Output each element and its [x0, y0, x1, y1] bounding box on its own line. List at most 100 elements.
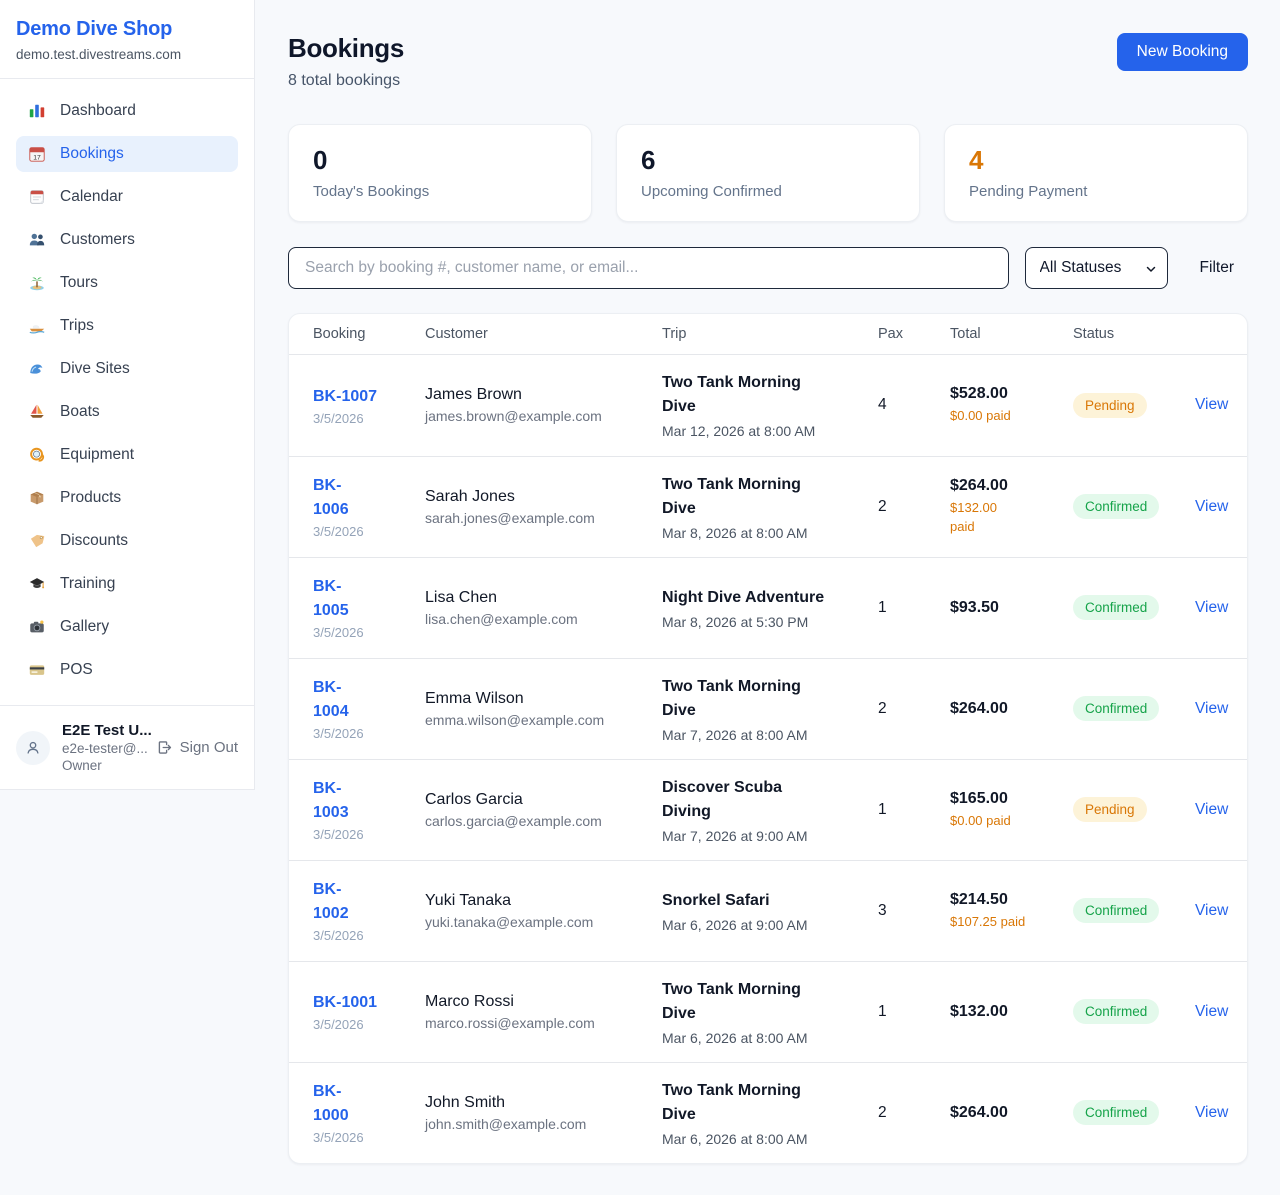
customer-cell: John Smith john.smith@example.com	[425, 1094, 662, 1132]
total-amount: $528.00	[950, 385, 1008, 402]
table-row: BK- 1003 3/5/2026 Carlos Garcia carlos.g…	[289, 758, 1247, 860]
sidebar-item-products[interactable]: Products	[16, 480, 238, 516]
sidebar-item-dashboard[interactable]: Dashboard	[16, 93, 238, 129]
total-amount: $264.00	[950, 477, 1008, 495]
sidebar-item-training[interactable]: Training	[16, 566, 238, 602]
filter-row: All Statuses Filter	[288, 246, 1248, 289]
trip-cell: Two Tank Morning Dive Mar 12, 2026 at 8:…	[662, 371, 878, 439]
view-link[interactable]: View	[1195, 699, 1229, 717]
customer-name: Sarah Jones	[425, 487, 515, 505]
sidebar-item-label: Dashboard	[60, 102, 136, 119]
status-cell: Confirmed	[1073, 898, 1195, 924]
brand-domain: demo.test.divestreams.com	[16, 47, 182, 62]
stat-card-todays-bookings: 0 Today's Bookings	[288, 124, 592, 222]
total-cell: $264.00 $132.00 paid	[950, 477, 1073, 535]
sidebar-item-bookings[interactable]: 17 Bookings	[16, 136, 238, 172]
view-link[interactable]: View	[1195, 598, 1229, 616]
sidebar-item-customers[interactable]: Customers	[16, 222, 238, 258]
stat-card-upcoming-confirmed: 6 Upcoming Confirmed	[616, 124, 920, 222]
trip-datetime: Mar 6, 2026 at 8:00 AM	[662, 1130, 808, 1147]
user-box: E2E Test U... e2e-tester@... Owner Sign …	[0, 705, 254, 789]
sidebar-item-label: Customers	[60, 231, 135, 248]
trip-cell: Snorkel Safari Mar 6, 2026 at 9:00 AM	[662, 889, 878, 933]
sidebar: Demo Dive Shop demo.test.divestreams.com…	[0, 0, 255, 790]
sidebar-item-tours[interactable]: Tours	[16, 265, 238, 301]
graduation-cap-icon	[28, 575, 46, 593]
sidebar-item-gallery[interactable]: Gallery	[16, 609, 238, 645]
view-link[interactable]: View	[1195, 800, 1229, 818]
svg-text:17: 17	[33, 154, 41, 161]
table-row: BK- 1006 3/5/2026 Sarah Jones sarah.jone…	[289, 455, 1247, 557]
sidebar-item-calendar[interactable]: Calendar	[16, 179, 238, 215]
trip-name: Discover Scuba Diving	[662, 778, 783, 820]
status-badge: Confirmed	[1073, 494, 1160, 520]
sidebar-item-boats[interactable]: Boats	[16, 394, 238, 430]
view-link[interactable]: View	[1195, 1002, 1229, 1020]
user-icon	[24, 739, 42, 757]
page-subtitle: 8 total bookings	[288, 72, 401, 89]
booking-date: 3/5/2026	[313, 826, 364, 842]
booking-id-link[interactable]: BK-1007	[313, 387, 378, 405]
main-content: Bookings 8 total bookings New Booking 0 …	[255, 0, 1280, 1195]
view-link[interactable]: View	[1195, 1103, 1229, 1121]
sidebar-item-discounts[interactable]: Discounts	[16, 523, 238, 559]
sidebar-item-dive-sites[interactable]: Dive Sites	[16, 351, 238, 387]
col-booking: Booking	[313, 325, 366, 342]
customer-cell: Carlos Garcia carlos.garcia@example.com	[425, 791, 662, 829]
booking-id-link[interactable]: BK- 1000	[313, 1083, 349, 1124]
total-cell: $132.00	[950, 1003, 1073, 1021]
booking-id-link[interactable]: BK- 1004	[313, 679, 349, 720]
stat-label: Today's Bookings	[313, 182, 430, 200]
booking-id-link[interactable]: BK- 1006	[313, 477, 349, 518]
total-amount: $264.00	[950, 699, 1008, 717]
brand-name: Demo Dive Shop	[16, 18, 173, 40]
sidebar-item-label: Bookings	[60, 145, 124, 162]
trip-cell: Two Tank Morning Dive Mar 7, 2026 at 8:0…	[662, 675, 878, 743]
customer-cell: Sarah Jones sarah.jones@example.com	[425, 488, 662, 526]
booking-id-link[interactable]: BK- 1002	[313, 881, 349, 922]
col-trip: Trip	[662, 325, 687, 342]
booking-id-link[interactable]: BK- 1005	[313, 578, 349, 619]
customer-email: emma.wilson@example.com	[425, 711, 605, 728]
sidebar-item-label: Dive Sites	[60, 360, 130, 377]
pax-value: 1	[878, 800, 887, 818]
table-row: BK- 1000 3/5/2026 John Smith john.smith@…	[289, 1061, 1247, 1163]
booking-id-link[interactable]: BK-1001	[313, 994, 378, 1011]
sign-out-button[interactable]: Sign Out	[156, 739, 238, 756]
sidebar-item-pos[interactable]: POS	[16, 652, 238, 688]
customer-email: sarah.jones@example.com	[425, 509, 595, 526]
trip-cell: Two Tank Morning Dive Mar 6, 2026 at 8:0…	[662, 1079, 878, 1147]
booking-id-link[interactable]: BK- 1003	[313, 780, 349, 821]
view-link[interactable]: View	[1195, 396, 1229, 414]
filter-button[interactable]: Filter	[1199, 258, 1234, 276]
pax-value: 1	[878, 598, 887, 616]
view-link[interactable]: View	[1195, 901, 1229, 919]
sidebar-item-trips[interactable]: Trips	[16, 308, 238, 344]
booking-cell: BK- 1003 3/5/2026	[313, 777, 425, 841]
diving-mask-icon	[28, 446, 46, 464]
booking-cell: BK-1007 3/5/2026	[313, 385, 425, 426]
new-booking-button[interactable]: New Booking	[1116, 33, 1248, 71]
sidebar-item-label: Discounts	[60, 532, 129, 549]
customer-email: james.brown@example.com	[425, 408, 602, 425]
status-cell: Confirmed	[1073, 1100, 1195, 1126]
status-select[interactable]: All Statuses	[1024, 246, 1168, 289]
trip-datetime: Mar 6, 2026 at 8:00 AM	[662, 1029, 808, 1046]
total-cell: $165.00 $0.00 paid	[950, 790, 1073, 830]
trip-name: Two Tank Morning Dive	[662, 980, 801, 1022]
customer-name: James Brown	[425, 386, 522, 404]
actions-cell: View	[1195, 902, 1228, 920]
user-meta: E2E Test U... e2e-tester@... Owner	[62, 722, 152, 773]
view-link[interactable]: View	[1195, 497, 1229, 515]
search-input[interactable]	[288, 246, 1009, 289]
total-cell: $264.00	[950, 700, 1073, 718]
booking-cell: BK- 1000 3/5/2026	[313, 1080, 425, 1144]
customer-cell: Lisa Chen lisa.chen@example.com	[425, 589, 662, 627]
customer-email: carlos.garcia@example.com	[425, 812, 602, 829]
table-row: BK-1001 3/5/2026 Marco Rossi marco.rossi…	[289, 960, 1247, 1062]
actions-cell: View	[1195, 396, 1228, 414]
actions-cell: View	[1195, 1003, 1228, 1021]
total-amount: $132.00	[950, 1002, 1008, 1020]
user-role: Owner	[62, 758, 102, 773]
sidebar-item-equipment[interactable]: Equipment	[16, 437, 238, 473]
